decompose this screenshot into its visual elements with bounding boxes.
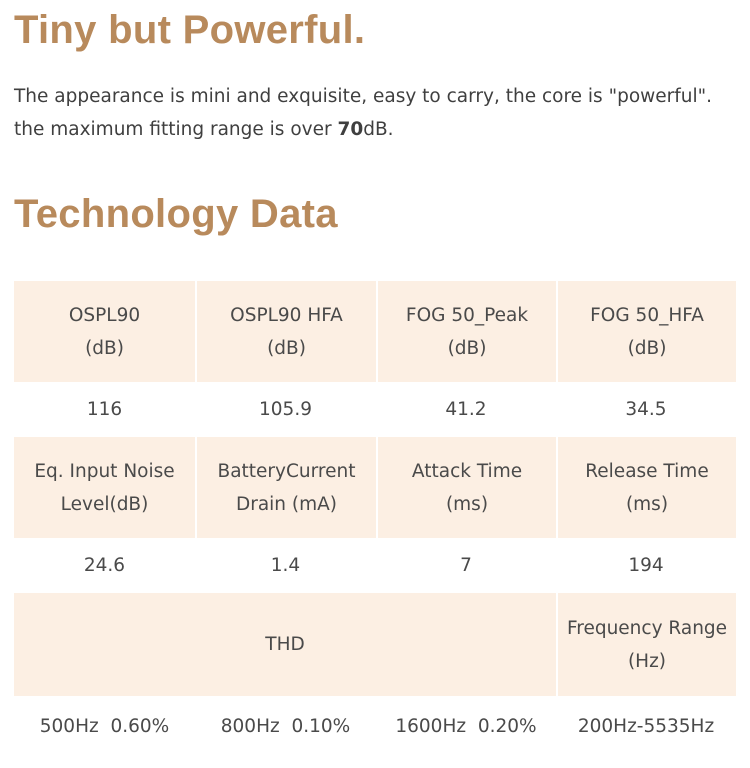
value-cell: 105.9 [195, 382, 376, 437]
fitting-range-value: 70 [337, 119, 364, 140]
table-value-row: 24.6 1.4 7 194 [14, 538, 736, 593]
header-cell: OSPL90 HFA (dB) [195, 281, 376, 382]
value-cell: 7 [376, 538, 556, 593]
table-header-row: OSPL90 (dB) OSPL90 HFA (dB) FOG 50_Peak (dB… [14, 281, 736, 382]
frequency-range-header-cell: Frequency Range (Hz) [556, 593, 736, 696]
header-line: Frequency Range [566, 617, 728, 639]
header-line: Attack Time [411, 460, 523, 482]
page-title: Tiny but Powerful. [14, 8, 366, 52]
intro-text: The appearance is mini and exquisite, ea… [14, 80, 744, 146]
thd-header-cell: THD [14, 593, 556, 696]
header-unit: (dB) [267, 337, 306, 359]
header-unit: (ms) [445, 493, 489, 515]
tech-data-table: OSPL90 (dB) OSPL90 HFA (dB) FOG 50_Peak (dB… [14, 281, 736, 757]
intro-line-2: the maximum fitting range is over 70dB. [14, 113, 744, 146]
table-value-row: 500Hz 0.60% 800Hz 0.10% 1600Hz 0.20% 200… [14, 696, 736, 757]
header-cell: Eq. Input Noise Level(dB) [14, 437, 195, 538]
value-cell: 1600Hz 0.20% [376, 696, 556, 757]
intro-line-2-start: the maximum fitting range is over [14, 119, 338, 140]
header-line: Release Time [585, 460, 709, 482]
header-unit: (Hz) [627, 650, 667, 672]
table-value-row: 116 105.9 41.2 34.5 [14, 382, 736, 437]
value-cell: 34.5 [556, 382, 736, 437]
value-cell: 1.4 [195, 538, 376, 593]
section-title: Technology Data [14, 192, 338, 236]
intro-line-1: The appearance is mini and exquisite, ea… [14, 86, 713, 107]
header-line: FOG 50_Peak [405, 304, 529, 326]
header-line: FOG 50_HFA [590, 304, 704, 326]
header-unit: Drain (mA) [235, 493, 338, 515]
header-line: OSPL90 HFA [230, 304, 343, 326]
value-cell: 800Hz 0.10% [195, 696, 376, 757]
header-unit: Level(dB) [60, 493, 149, 515]
header-unit: (ms) [625, 493, 669, 515]
header-unit: (dB) [627, 337, 667, 359]
header-cell: FOG 50_HFA (dB) [556, 281, 736, 382]
table-header-row: THD Frequency Range (Hz) [14, 593, 736, 696]
header-cell: FOG 50_Peak (dB) [376, 281, 556, 382]
header-cell: OSPL90 (dB) [14, 281, 195, 382]
header-cell: Release Time (ms) [556, 437, 736, 538]
header-cell: BatteryCurrent Drain (mA) [195, 437, 376, 538]
intro-line-2-end: dB. [363, 119, 394, 140]
table-header-row: Eq. Input Noise Level(dB) BatteryCurrent D… [14, 437, 736, 538]
header-line: OSPL90 [68, 304, 141, 326]
value-cell: 41.2 [376, 382, 556, 437]
header-line: BatteryCurrent [217, 460, 356, 482]
header-unit: (dB) [447, 337, 487, 359]
value-cell: 24.6 [14, 538, 195, 593]
header-line: Eq. Input Noise [34, 460, 175, 482]
header-cell: Attack Time (ms) [376, 437, 556, 538]
value-cell: 200Hz-5535Hz [556, 696, 736, 757]
value-cell: 116 [14, 382, 195, 437]
header-unit: (dB) [85, 337, 124, 359]
value-cell: 194 [556, 538, 736, 593]
value-cell: 500Hz 0.60% [14, 696, 195, 757]
